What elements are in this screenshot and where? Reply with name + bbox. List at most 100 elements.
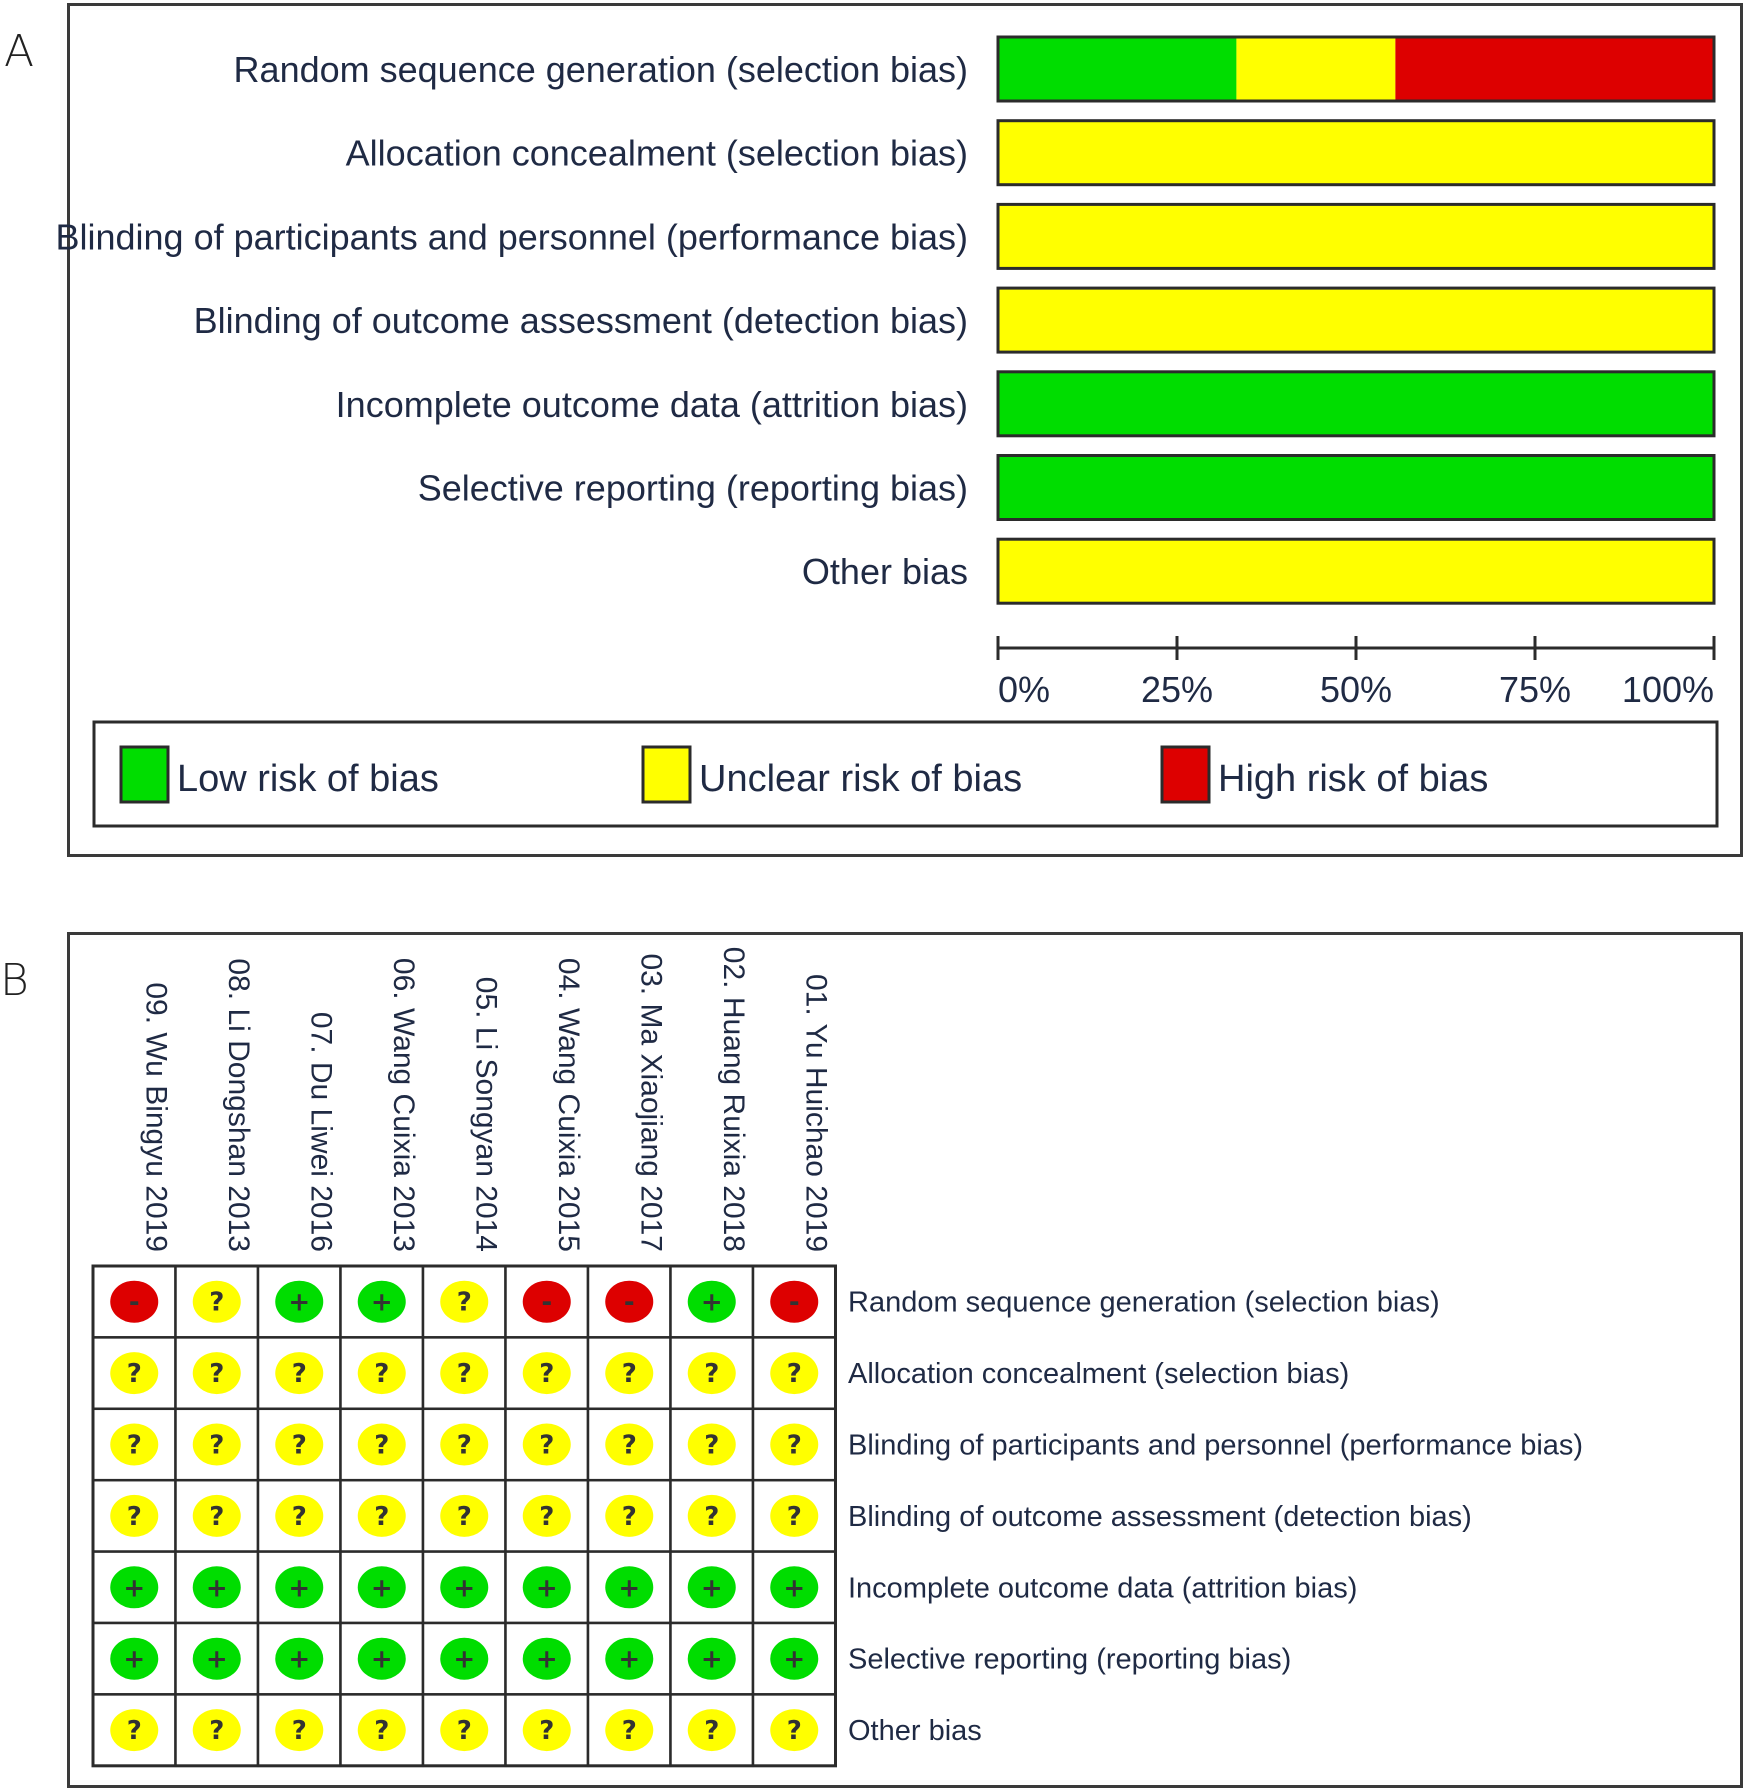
judgement-unclear	[275, 1352, 324, 1395]
judgement-unclear	[110, 1352, 159, 1395]
category-label: Blinding of outcome assessment (detectio…	[194, 300, 968, 341]
judgement-low	[192, 1566, 241, 1609]
judgement-unclear	[357, 1423, 406, 1466]
judgement-unclear	[357, 1709, 406, 1752]
judgement-symbol: +	[618, 1645, 640, 1675]
judgement-low	[357, 1280, 406, 1323]
judgement-symbol: ?	[127, 1431, 142, 1461]
judgement-symbol: ?	[704, 1359, 719, 1389]
judgement-symbol: -	[129, 1288, 140, 1318]
judgement-symbol: +	[783, 1573, 805, 1603]
legend-swatch-high	[1160, 745, 1211, 804]
bar-outline	[996, 537, 1716, 605]
legend-box	[92, 720, 1719, 828]
judgement-symbol: +	[288, 1573, 310, 1603]
judgement-low	[192, 1637, 241, 1680]
bar-segment-unclear	[998, 539, 1714, 604]
bar-segment-unclear	[1236, 37, 1396, 101]
judgement-low	[522, 1566, 571, 1609]
study-label: 06. Wang Cuixia 2013	[387, 958, 420, 1252]
judgement-symbol: ?	[209, 1288, 224, 1318]
judgement-unclear	[192, 1352, 241, 1395]
judgement-symbol: +	[371, 1573, 393, 1603]
judgement-symbol: ?	[539, 1716, 554, 1746]
judgement-symbol: ?	[787, 1431, 802, 1461]
domain-label: Incomplete outcome data (attrition bias)	[848, 1572, 1357, 1604]
judgement-symbol: +	[536, 1645, 558, 1675]
judgement-high	[605, 1280, 654, 1323]
judgement-symbol: ?	[539, 1431, 554, 1461]
judgement-unclear	[605, 1352, 654, 1395]
judgement-symbol: +	[206, 1645, 228, 1675]
judgement-symbol: +	[288, 1288, 310, 1318]
category-label: Allocation concealment (selection bias)	[346, 133, 968, 174]
judgement-symbol: ?	[127, 1716, 142, 1746]
judgement-low	[275, 1566, 324, 1609]
judgement-low	[357, 1566, 406, 1609]
judgement-symbol: ?	[704, 1502, 719, 1532]
judgement-symbol: +	[536, 1573, 558, 1603]
study-label: 05. Li Songyan 2014	[469, 977, 502, 1252]
judgement-symbol: ?	[457, 1716, 472, 1746]
grid-outline	[91, 1264, 837, 1768]
judgement-symbol: ?	[787, 1716, 802, 1746]
judgement-symbol: ?	[292, 1716, 307, 1746]
judgement-symbol: ?	[292, 1431, 307, 1461]
judgement-unclear	[192, 1709, 241, 1752]
judgement-unclear	[357, 1494, 406, 1537]
bias-summary-chart: Random sequence generation (selection bi…	[55, 35, 1719, 828]
judgement-unclear	[110, 1709, 159, 1752]
x-tick-label: 25%	[1141, 669, 1213, 710]
judgement-symbol: ?	[457, 1431, 472, 1461]
judgement-symbol: ?	[374, 1359, 389, 1389]
judgement-unclear	[770, 1352, 819, 1395]
bar-outline	[996, 202, 1716, 270]
judgement-unclear	[605, 1709, 654, 1752]
judgement-symbol: ?	[292, 1502, 307, 1532]
judgement-unclear	[275, 1494, 324, 1537]
judgement-symbol: +	[453, 1645, 475, 1675]
judgement-unclear	[440, 1280, 489, 1323]
grid-cell	[174, 1336, 260, 1411]
judgement-symbol: ?	[209, 1359, 224, 1389]
judgement-unclear	[687, 1352, 736, 1395]
judgement-unclear	[440, 1352, 489, 1395]
domain-label: Other bias	[848, 1715, 982, 1747]
judgement-symbol: ?	[374, 1502, 389, 1532]
judgement-symbol: ?	[127, 1502, 142, 1532]
legend-label-unclear: Unclear risk of bias	[699, 758, 1022, 800]
judgement-symbol: ?	[209, 1716, 224, 1746]
judgement-unclear	[770, 1709, 819, 1752]
judgement-symbol: ?	[622, 1431, 637, 1461]
judgement-symbol: ?	[787, 1359, 802, 1389]
legend-swatch-unclear	[641, 745, 692, 804]
grid-cell	[174, 1264, 260, 1339]
judgement-low	[275, 1637, 324, 1680]
judgement-unclear	[522, 1423, 571, 1466]
judgement-symbol: ?	[127, 1359, 142, 1389]
bar-segment-unclear	[998, 120, 1714, 185]
judgement-symbol: +	[371, 1288, 393, 1318]
panel-b-frame	[67, 932, 1743, 1788]
judgement-symbol: -	[789, 1288, 800, 1318]
judgement-low	[605, 1637, 654, 1680]
judgement-unclear	[192, 1494, 241, 1537]
domain-label: Selective reporting (reporting bias)	[848, 1644, 1291, 1676]
legend-label-low: Low risk of bias	[177, 758, 439, 800]
judgement-symbol: ?	[374, 1716, 389, 1746]
judgement-high	[110, 1280, 159, 1323]
judgement-symbol: ?	[539, 1359, 554, 1389]
judgement-symbol: ?	[457, 1359, 472, 1389]
judgement-symbol: ?	[622, 1716, 637, 1746]
judgement-symbol: ?	[292, 1359, 307, 1389]
x-tick-label: 50%	[1320, 669, 1392, 710]
grid-cell	[586, 1550, 672, 1625]
judgement-low	[605, 1566, 654, 1609]
panel-a-letter: A	[4, 26, 35, 77]
judgement-low	[687, 1637, 736, 1680]
judgement-symbol: +	[288, 1645, 310, 1675]
judgement-unclear	[275, 1709, 324, 1752]
judgement-symbol: ?	[622, 1359, 637, 1389]
judgement-low	[275, 1280, 324, 1323]
